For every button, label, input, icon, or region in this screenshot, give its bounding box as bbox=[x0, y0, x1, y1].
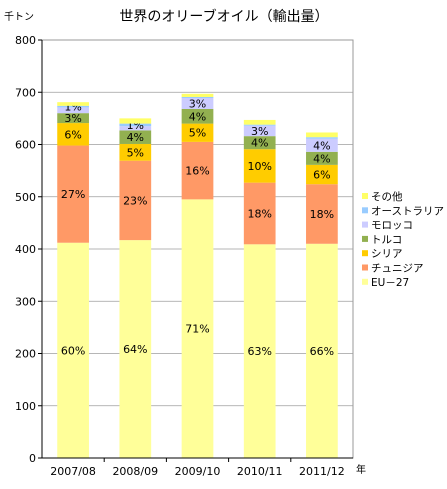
bar-segment bbox=[243, 124, 276, 126]
bar-segment bbox=[306, 184, 338, 244]
bar-segment bbox=[181, 123, 214, 142]
bar-segment bbox=[306, 243, 338, 458]
legend-entry: トルコ bbox=[371, 234, 402, 246]
bar-segment bbox=[306, 164, 338, 185]
bar-segment bbox=[181, 108, 214, 124]
bar-segment bbox=[57, 123, 89, 146]
data-label: 4% bbox=[313, 152, 330, 165]
y-tick-label: 700 bbox=[15, 86, 36, 99]
bar-segment bbox=[243, 149, 276, 183]
legend-swatch bbox=[362, 264, 368, 271]
legend-swatch bbox=[362, 193, 368, 199]
data-label: 6% bbox=[64, 128, 81, 141]
data-label: 4% bbox=[313, 139, 330, 152]
data-label: 6% bbox=[313, 169, 330, 182]
bar-segment bbox=[57, 113, 89, 124]
legend-entry: シリア bbox=[371, 248, 403, 260]
data-label: 3% bbox=[251, 125, 268, 138]
bar-segment bbox=[181, 93, 214, 97]
x-axis: 2007/08 2008/09 2009/10 2010/11 2011/12 bbox=[42, 457, 353, 478]
legend-swatch bbox=[362, 207, 368, 214]
x-tick-label: 2010/11 bbox=[237, 465, 283, 478]
data-label: 27% bbox=[61, 188, 85, 201]
bar-segment bbox=[57, 102, 89, 106]
data-label: 5% bbox=[189, 127, 206, 140]
bar-segment bbox=[119, 143, 152, 161]
data-label: 71% bbox=[185, 323, 209, 336]
legend-entry: チュニジア bbox=[371, 263, 424, 275]
legend-entry: EU－27 bbox=[371, 277, 409, 289]
legend-swatch bbox=[362, 250, 368, 257]
y-tick-label: 300 bbox=[15, 295, 36, 308]
bar-segment bbox=[243, 244, 276, 458]
y-tick-label: 0 bbox=[29, 452, 36, 465]
bar-segment bbox=[119, 126, 152, 131]
x-tick-label: 2007/08 bbox=[50, 465, 96, 478]
bar-segment bbox=[243, 182, 276, 245]
legend-entry: その他 bbox=[371, 190, 403, 203]
bar-segment bbox=[306, 132, 338, 138]
legend-entry: モロッコ bbox=[371, 220, 413, 232]
bar-segment bbox=[119, 118, 152, 124]
bar-segment bbox=[119, 240, 152, 458]
bar-segment bbox=[119, 130, 152, 144]
data-label: 63% bbox=[247, 345, 271, 358]
bar-segment bbox=[181, 199, 214, 459]
data-label: 23% bbox=[123, 194, 147, 207]
data-label: 5% bbox=[127, 146, 144, 159]
bar-segment bbox=[57, 242, 89, 458]
y-tick-label: 500 bbox=[15, 191, 36, 204]
data-label: 18% bbox=[247, 207, 271, 220]
bar-segment bbox=[119, 160, 152, 241]
data-label: 16% bbox=[185, 165, 209, 178]
bar-segment bbox=[181, 141, 214, 200]
data-label: 3% bbox=[189, 97, 206, 110]
data-label: 4% bbox=[251, 137, 268, 150]
bar-segment bbox=[243, 119, 276, 125]
chart-title: 世界のオリーブオイル（輸出量） bbox=[119, 8, 328, 25]
bar-segment bbox=[243, 136, 276, 150]
bar-segment bbox=[57, 145, 89, 243]
data-label: 64% bbox=[123, 343, 147, 356]
data-label: 60% bbox=[61, 344, 85, 357]
y-tick-label: 100 bbox=[15, 400, 36, 413]
x-tick-label: 2008/09 bbox=[112, 465, 158, 478]
x-tick-label: 2009/10 bbox=[175, 465, 221, 478]
bar-segment bbox=[57, 107, 89, 114]
data-label: 3% bbox=[64, 112, 81, 125]
bar-segment bbox=[181, 97, 214, 109]
legend-swatch bbox=[362, 278, 368, 285]
bar-segment bbox=[306, 137, 338, 139]
bar-segment bbox=[243, 125, 276, 137]
y-tick-label: 600 bbox=[15, 139, 36, 152]
x-axis-unit: 年 bbox=[356, 463, 366, 476]
bar-segment bbox=[306, 138, 338, 152]
bar-segment bbox=[306, 151, 338, 165]
bar-segment bbox=[119, 123, 152, 127]
bar-segment bbox=[57, 105, 89, 108]
data-label: 4% bbox=[127, 131, 144, 144]
bars: 60%27%6%3%1%64%23%5%4%1%71%16%5%4%3%63%1… bbox=[57, 93, 338, 459]
data-label: 10% bbox=[247, 160, 271, 173]
legend-swatch bbox=[362, 235, 368, 242]
x-tick-label: 2011/12 bbox=[299, 465, 345, 478]
y-axis-unit: 千トン bbox=[4, 11, 34, 23]
legend-entry: オーストラリア bbox=[371, 205, 444, 217]
y-tick-label: 400 bbox=[15, 243, 36, 256]
legend-swatch bbox=[362, 221, 368, 228]
data-label: 66% bbox=[310, 345, 334, 358]
y-tick-label: 800 bbox=[15, 34, 36, 47]
bar-segment bbox=[181, 96, 214, 98]
data-label: 4% bbox=[189, 110, 206, 123]
data-label: 18% bbox=[310, 208, 334, 221]
y-tick-label: 200 bbox=[15, 348, 36, 361]
y-axis: 0 100 200 300 400 500 600 700 800 bbox=[15, 34, 43, 465]
